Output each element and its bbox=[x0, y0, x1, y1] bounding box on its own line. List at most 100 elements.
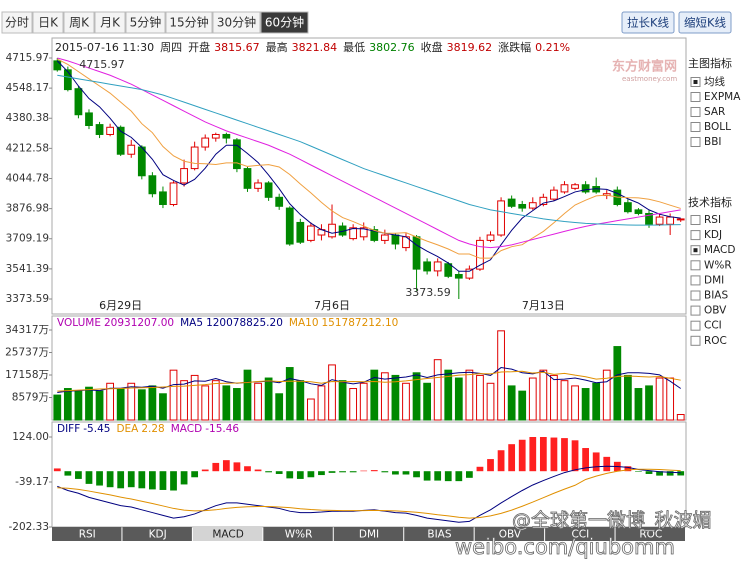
indicator-option[interactable]: BBI bbox=[690, 136, 722, 148]
volume-bar bbox=[338, 380, 347, 421]
indicator-option[interactable]: EXPMA bbox=[690, 91, 741, 103]
volume-bar bbox=[85, 386, 93, 421]
y-tick-label: 124.00 bbox=[12, 431, 49, 443]
macd-bar bbox=[180, 471, 188, 485]
macd-bar bbox=[138, 471, 146, 489]
option-label: SAR bbox=[704, 106, 725, 118]
candle-body bbox=[497, 200, 505, 236]
candle-body bbox=[63, 69, 72, 91]
indicator-tab[interactable]: BIAS bbox=[404, 527, 474, 541]
header-value: -15.46 bbox=[205, 423, 239, 435]
zoom-button[interactable]: 拉长K线 bbox=[621, 11, 675, 34]
volume-bar bbox=[560, 380, 569, 421]
indicator-option[interactable]: BIAS bbox=[690, 290, 728, 302]
indicator-tab[interactable]: RSI bbox=[52, 527, 122, 541]
candle-body bbox=[476, 239, 484, 270]
tab-label: MACD bbox=[212, 529, 243, 541]
macd-bar bbox=[275, 471, 283, 474]
macd-bar bbox=[244, 466, 251, 472]
candle-body bbox=[581, 184, 590, 193]
indicator-option[interactable]: W%R bbox=[690, 259, 732, 271]
period-tab[interactable]: 分时 bbox=[1, 11, 33, 34]
option-label: BIAS bbox=[704, 290, 728, 302]
option-label: BBI bbox=[704, 136, 722, 148]
volume-bar bbox=[581, 388, 590, 421]
period-tab[interactable]: 60分钟 bbox=[260, 11, 309, 34]
indicator-option[interactable]: 均线 bbox=[690, 75, 725, 88]
candle-body bbox=[634, 209, 643, 214]
logo-url: eastmoney.com bbox=[622, 75, 677, 83]
indicator-option[interactable]: BOLL bbox=[690, 121, 731, 133]
panel-header: VOLUME 20931207.00 MA5 120078825.20 MA10 1517… bbox=[57, 317, 398, 329]
period-tab[interactable]: 周K bbox=[63, 11, 95, 34]
tab-bg bbox=[125, 11, 166, 34]
period-tab[interactable]: 日K bbox=[32, 11, 64, 34]
checkbox bbox=[690, 260, 701, 271]
indicator-tab[interactable]: KDJ bbox=[122, 527, 192, 541]
indicator-tab[interactable]: ROC bbox=[615, 527, 685, 541]
period-tab[interactable]: 5分钟 bbox=[125, 11, 166, 34]
checkbox bbox=[690, 335, 701, 346]
macd-bar bbox=[487, 459, 494, 472]
candle-body bbox=[127, 144, 136, 155]
y-tick-label: -39.17 bbox=[15, 476, 49, 488]
volume-bar bbox=[539, 369, 548, 421]
indicator-line bbox=[57, 468, 681, 519]
volume-bar bbox=[624, 374, 632, 421]
tab-bg bbox=[212, 11, 261, 34]
y-tick-label: 4380.38 bbox=[6, 112, 49, 124]
macd-bar bbox=[455, 471, 463, 482]
macd-bar bbox=[117, 471, 125, 489]
low-annotation: 3373.59 bbox=[405, 286, 451, 299]
indicator-option[interactable]: DMI bbox=[690, 274, 724, 286]
indicator-line bbox=[57, 370, 681, 392]
checkbox bbox=[690, 107, 701, 117]
y-tick-label: 4044.78 bbox=[6, 173, 49, 185]
header-label: MA5 bbox=[180, 317, 203, 329]
header-value: 151787212.10 bbox=[322, 317, 399, 329]
indicator-option[interactable]: CCI bbox=[690, 320, 722, 332]
macd-bar bbox=[127, 471, 135, 488]
tab-bg bbox=[52, 527, 122, 541]
header-value: 120078825.20 bbox=[206, 317, 283, 329]
y-tick-label: 3709.19 bbox=[6, 233, 49, 245]
tab-bg bbox=[32, 11, 64, 34]
tab-label: 15分钟 bbox=[169, 15, 208, 30]
volume-bar bbox=[307, 398, 315, 421]
macd-bar bbox=[296, 471, 304, 479]
tab-label: 分时 bbox=[5, 16, 29, 30]
indicator-option[interactable]: KDJ bbox=[690, 229, 722, 241]
candle-body bbox=[391, 234, 400, 245]
period-tab[interactable]: 15分钟 bbox=[165, 11, 213, 34]
macd-bar bbox=[476, 466, 484, 472]
indicator-tab[interactable]: CCI bbox=[545, 527, 615, 541]
zoom-button[interactable]: 缩短K线 bbox=[678, 11, 732, 34]
volume-bar bbox=[507, 385, 516, 421]
macd-bar bbox=[201, 469, 209, 472]
candle-body bbox=[190, 146, 199, 170]
indicator-tab[interactable]: W%R bbox=[263, 527, 333, 541]
tab-bg bbox=[94, 11, 126, 34]
macd-bar bbox=[349, 471, 357, 473]
info-value: 3821.84 bbox=[292, 41, 338, 54]
period-tab[interactable]: 30分钟 bbox=[212, 11, 261, 34]
indicator-tab[interactable]: DMI bbox=[333, 527, 404, 541]
macd-bar bbox=[603, 456, 611, 472]
tab-label: 5分钟 bbox=[130, 15, 162, 30]
indicator-option[interactable]: MACD bbox=[690, 244, 735, 256]
period-tab[interactable]: 月K bbox=[94, 11, 126, 34]
indicator-option[interactable]: ROC bbox=[690, 335, 727, 347]
candle-body bbox=[85, 112, 93, 126]
candle-body bbox=[137, 146, 146, 177]
indicator-option[interactable]: OBV bbox=[690, 305, 727, 317]
header-label: MA10 bbox=[289, 317, 319, 329]
indicator-option[interactable]: RSI bbox=[690, 214, 721, 226]
macd-bar bbox=[328, 471, 336, 473]
indicator-option[interactable]: SAR bbox=[690, 106, 725, 118]
indicator-tab[interactable]: OBV bbox=[474, 527, 545, 541]
indicator-tab[interactable]: MACD bbox=[192, 527, 263, 541]
macd-bar bbox=[233, 462, 241, 472]
indicator-line bbox=[57, 367, 682, 393]
tab-bg bbox=[63, 11, 95, 34]
macd-bar bbox=[170, 471, 177, 491]
